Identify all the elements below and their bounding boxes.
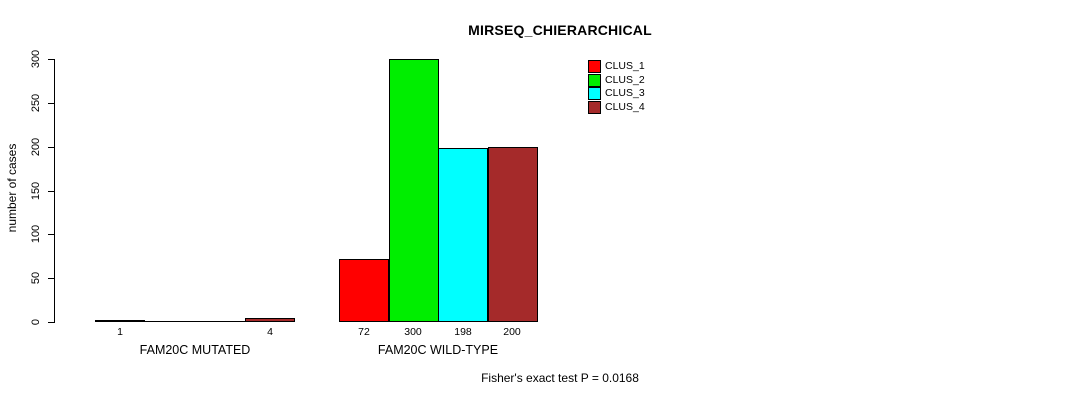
y-axis-tick	[48, 59, 55, 60]
bar-clus_2-mutated	[145, 321, 195, 322]
y-axis-tick-label: 200	[30, 137, 42, 157]
y-axis-title: number of cases	[5, 143, 19, 233]
x-axis-category-label-wildtype: FAM20C WILD-TYPE	[377, 343, 499, 357]
bar-value-label: 1	[117, 326, 123, 338]
bar-clus_3-mutated	[195, 321, 245, 322]
legend-label: CLUS_1	[605, 60, 645, 72]
legend-swatch-icon	[588, 60, 601, 73]
bar-clus_1-mutated	[95, 320, 145, 322]
chart-title: MIRSEQ_CHIERARCHICAL	[468, 22, 652, 38]
bar-value-label: 198	[454, 326, 472, 338]
y-axis-tick-label: 150	[30, 181, 42, 201]
bar-clus_1-wildtype	[339, 259, 389, 322]
y-axis-tick-label: 300	[30, 49, 42, 69]
bar-value-label: 4	[267, 326, 273, 338]
y-axis-tick-label: 50	[30, 271, 42, 285]
bar-value-label: 200	[503, 326, 521, 338]
bar-clus_2-wildtype	[389, 59, 439, 322]
bar-clus_4-wildtype	[488, 147, 538, 322]
y-axis-tick-label: 100	[30, 224, 42, 244]
y-axis-tick	[48, 234, 55, 235]
bar-clus_3-wildtype	[438, 148, 488, 322]
fisher-test-pvalue-text: Fisher's exact test P = 0.0168	[481, 371, 639, 385]
legend-swatch-icon	[588, 87, 601, 100]
x-axis-category-label-mutated: FAM20C MUTATED	[139, 343, 251, 357]
legend-label: CLUS_3	[605, 87, 645, 99]
y-axis-tick	[48, 322, 55, 323]
bar-value-label: 72	[358, 326, 370, 338]
legend-label: CLUS_4	[605, 100, 645, 113]
legend-swatch-icon	[588, 73, 601, 87]
y-axis-tick	[48, 147, 55, 148]
y-axis-tick	[48, 103, 55, 104]
y-axis-tick-label: 0	[30, 318, 42, 326]
y-axis-tick	[48, 191, 55, 192]
bar-value-label: 300	[404, 326, 422, 338]
bar-clus_4-mutated	[245, 318, 295, 322]
y-axis-tick	[48, 278, 55, 279]
y-axis-tick-label: 250	[30, 93, 42, 113]
legend-label: CLUS_2	[605, 73, 645, 86]
legend-swatch-icon	[588, 100, 601, 114]
